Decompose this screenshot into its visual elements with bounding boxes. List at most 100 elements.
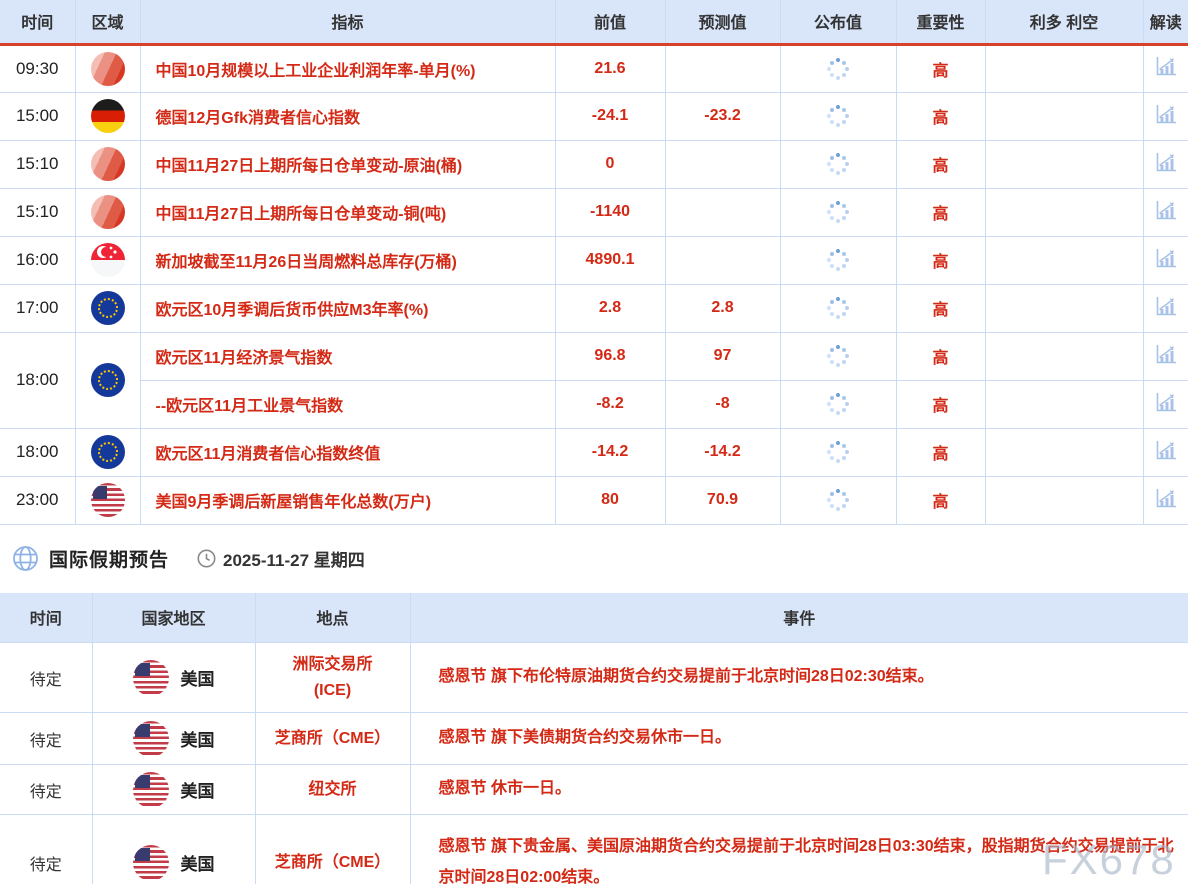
venue-cell: 纽交所 xyxy=(254,764,411,815)
col-header-interpret: 解读 xyxy=(1142,0,1188,46)
event-cell: 感恩节 旗下布伦特原油期货合约交易提前于北京时间28日02:30结束。 xyxy=(409,642,1188,713)
table-row: 17:00 欧元区10月季调后货币供应M3年率(%) 2.8 2.8 高 xyxy=(0,283,1188,333)
published-cell xyxy=(779,91,897,141)
time-cell: 16:00 xyxy=(0,235,76,285)
time-cell: 15:10 xyxy=(0,139,76,189)
interpret-cell[interactable] xyxy=(1142,235,1188,285)
bar-chart-arrow-icon[interactable] xyxy=(1154,343,1178,365)
bar-chart-arrow-icon[interactable] xyxy=(1154,199,1178,221)
bar-chart-arrow-icon[interactable] xyxy=(1154,487,1178,509)
singapore-flag-icon xyxy=(90,243,125,277)
forecast-cell: 70.9 xyxy=(664,475,781,525)
bar-chart-arrow-icon[interactable] xyxy=(1154,295,1178,317)
us-flag-icon xyxy=(90,483,125,517)
region-cell xyxy=(74,91,141,141)
calendar-header-row: 时间 区域 指标 前值 预测值 公布值 重要性 利多 利空 解读 xyxy=(0,0,1188,46)
published-cell xyxy=(779,139,897,189)
col-header-previous: 前值 xyxy=(554,0,666,46)
economic-calendar-table: 时间 区域 指标 前值 预测值 公布值 重要性 利多 利空 解读 09:30 中… xyxy=(0,0,1188,525)
bar-chart-arrow-icon[interactable] xyxy=(1154,391,1178,413)
holiday-date: 2025-11-27 星期四 xyxy=(223,551,365,570)
globe-icon xyxy=(12,545,39,572)
bull-bear-cell xyxy=(984,91,1144,141)
col-header-time: 时间 xyxy=(0,592,93,643)
country-cell: 美国 xyxy=(91,712,256,765)
holiday-table: 时间 国家地区 地点 事件 待定 美国 洲际交易所 (ICE) 感恩节 旗下布伦… xyxy=(0,592,1188,884)
importance-cell: 高 xyxy=(895,379,986,429)
time-cell: 23:00 xyxy=(0,475,76,525)
loading-spinner-icon xyxy=(836,450,840,454)
indicator-cell[interactable]: 新加坡截至11月26日当周燃料总库存(万桶) xyxy=(139,235,556,285)
col-header-published: 公布值 xyxy=(779,0,897,46)
forecast-cell: -8 xyxy=(664,379,781,429)
time-cell: 17:00 xyxy=(0,283,76,333)
country-label: 美国 xyxy=(180,782,215,801)
importance-cell: 高 xyxy=(895,475,986,525)
interpret-cell[interactable] xyxy=(1142,427,1188,477)
forecast-cell: 97 xyxy=(664,331,781,381)
bull-bear-cell xyxy=(984,427,1144,477)
bar-chart-arrow-icon[interactable] xyxy=(1154,55,1178,77)
interpret-cell[interactable] xyxy=(1142,475,1188,525)
loading-spinner-icon xyxy=(836,114,840,118)
indicator-cell[interactable]: 欧元区11月经济景气指数 xyxy=(139,331,556,381)
interpret-cell[interactable] xyxy=(1142,331,1188,381)
previous-cell: 96.8 xyxy=(554,331,666,381)
col-header-venue: 地点 xyxy=(254,592,411,643)
indicator-cell[interactable]: --欧元区11月工业景气指数 xyxy=(140,379,556,429)
bar-chart-arrow-icon[interactable] xyxy=(1154,103,1178,125)
event-cell: 感恩节 休市一日。 xyxy=(409,764,1188,815)
col-header-time: 时间 xyxy=(0,0,76,46)
indicator-cell[interactable]: 中国11月27日上期所每日仓单变动-原油(桶) xyxy=(139,139,556,189)
region-cell xyxy=(74,43,141,93)
event-cell: 感恩节 旗下美债期货合约交易休市一日。 xyxy=(409,712,1188,765)
indicator-cell[interactable]: 德国12月Gfk消费者信心指数 xyxy=(139,91,556,141)
us-flag-icon xyxy=(132,720,169,757)
previous-cell: 2.8 xyxy=(554,283,666,333)
table-row: 待定 美国 纽交所 感恩节 休市一日。 xyxy=(0,764,1188,815)
importance-cell: 高 xyxy=(895,187,986,237)
interpret-cell[interactable] xyxy=(1142,139,1188,189)
loading-spinner-icon xyxy=(836,402,840,406)
region-cell xyxy=(74,187,141,237)
importance-cell: 高 xyxy=(895,235,986,285)
interpret-cell[interactable] xyxy=(1142,91,1188,141)
loading-spinner-icon xyxy=(836,306,840,310)
col-header-indicator: 指标 xyxy=(139,0,556,46)
col-header-importance: 重要性 xyxy=(895,0,986,46)
bar-chart-arrow-icon[interactable] xyxy=(1154,151,1178,173)
published-cell xyxy=(779,379,897,429)
interpret-cell[interactable] xyxy=(1142,43,1188,93)
indicator-cell[interactable]: 中国10月规模以上工业企业利润年率-单月(%) xyxy=(139,43,556,93)
china-flag-icon xyxy=(90,147,125,181)
col-header-country: 国家地区 xyxy=(91,592,256,643)
time-cell: 09:30 xyxy=(0,43,76,93)
forecast-cell: 2.8 xyxy=(664,283,781,333)
bar-chart-arrow-icon[interactable] xyxy=(1154,247,1178,269)
interpret-cell[interactable] xyxy=(1142,187,1188,237)
china-flag-icon xyxy=(90,51,125,86)
table-row: 18:00 欧元区11月经济景气指数 96.8 97 高 xyxy=(0,331,1188,429)
forecast-cell xyxy=(664,139,781,189)
interpret-cell[interactable] xyxy=(1142,283,1188,333)
venue-cell: 芝商所（CME） xyxy=(254,712,411,765)
indicator-cell[interactable]: 中国11月27日上期所每日仓单变动-铜(吨) xyxy=(139,187,556,237)
venue-cell: 洲际交易所 (ICE) xyxy=(254,642,411,713)
importance-cell: 高 xyxy=(895,91,986,141)
bar-chart-arrow-icon[interactable] xyxy=(1154,439,1178,461)
indicator-cell[interactable]: 美国9月季调后新屋销售年化总数(万户) xyxy=(139,475,556,525)
table-row: 09:30 中国10月规模以上工业企业利润年率-单月(%) 21.6 高 xyxy=(0,43,1188,93)
forecast-cell: -14.2 xyxy=(664,427,781,477)
indicator-cell[interactable]: 欧元区11月消费者信心指数终值 xyxy=(139,427,556,477)
interpret-cell[interactable] xyxy=(1142,379,1188,429)
bull-bear-cell xyxy=(984,187,1144,237)
time-cell: 15:00 xyxy=(0,91,76,141)
indicator-cell[interactable]: 欧元区10月季调后货币供应M3年率(%) xyxy=(139,283,556,333)
table-row: 待定 美国 洲际交易所 (ICE) 感恩节 旗下布伦特原油期货合约交易提前于北京… xyxy=(0,642,1188,713)
us-flag-icon xyxy=(132,659,169,696)
forecast-cell xyxy=(664,43,781,93)
time-cell: 15:10 xyxy=(0,187,76,237)
region-cell xyxy=(74,283,141,333)
time-cell: 待定 xyxy=(0,712,93,765)
previous-cell: -8.2 xyxy=(554,379,666,429)
